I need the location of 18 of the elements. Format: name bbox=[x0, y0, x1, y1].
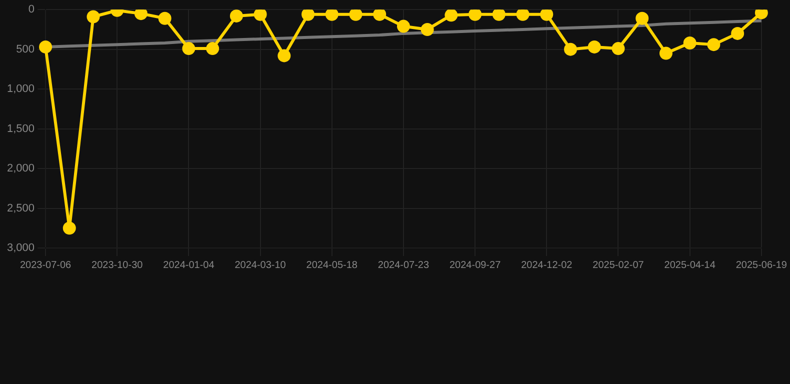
x-tick-label: 2025-04-14 bbox=[664, 260, 716, 271]
x-tick-label: 2024-07-23 bbox=[378, 260, 430, 271]
y-tick-label: 2,000 bbox=[6, 162, 35, 175]
x-tick-label: 2024-05-18 bbox=[306, 260, 358, 271]
x-tick-label: 2025-02-07 bbox=[592, 260, 644, 271]
x-tick-label: 2025-06-19 bbox=[736, 260, 788, 271]
x-tick-label: 2023-10-30 bbox=[92, 260, 144, 271]
x-tick-label: 2024-09-27 bbox=[449, 260, 502, 271]
y-tick-label: 500 bbox=[16, 43, 35, 56]
x-tick-label: 2023-07-06 bbox=[20, 260, 72, 271]
y-tick-label: 1,000 bbox=[6, 83, 35, 96]
x-tick-label: 2024-01-04 bbox=[163, 260, 215, 271]
y-tick-label: 1,500 bbox=[6, 122, 35, 135]
y-tick-label: 2,500 bbox=[6, 202, 35, 214]
y-tick-label: 3,000 bbox=[6, 242, 35, 254]
x-tick-label: 2024-12-02 bbox=[521, 260, 573, 271]
y-tick-label: 0 bbox=[28, 4, 35, 16]
x-tick-label: 2024-03-10 bbox=[234, 260, 286, 271]
